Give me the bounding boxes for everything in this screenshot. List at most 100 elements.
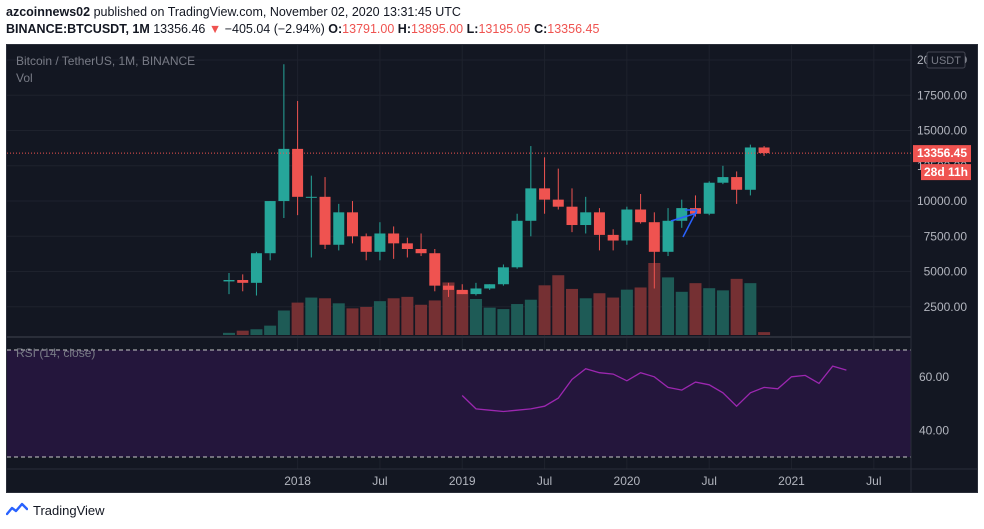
candle-body [511, 220, 523, 268]
candle [223, 272, 235, 295]
candle [717, 165, 729, 185]
candle-body [374, 233, 386, 252]
last-price: 13356.46 [153, 22, 206, 36]
currency-label: USDT [931, 55, 961, 67]
candle [484, 284, 496, 290]
volume-bar [538, 285, 551, 335]
candle [703, 181, 715, 216]
down-arrow-icon: ▼ [208, 22, 222, 36]
candle [525, 146, 537, 237]
candle [552, 168, 564, 210]
price-tick-label: 7500.00 [924, 229, 968, 243]
candle-body [607, 234, 619, 241]
rsi-label: RSI (14, close) [16, 346, 95, 360]
author-name[interactable]: azcoinnews02 [6, 5, 91, 19]
time-tick-label: 2021 [778, 474, 805, 488]
chart-title: Bitcoin / TetherUS, 1M, BINANCE [16, 54, 195, 68]
volume-bar [730, 278, 743, 335]
candle-body [648, 222, 660, 252]
candle-body [566, 206, 578, 226]
volume-bar [566, 288, 578, 335]
time-tick-label: 2020 [614, 474, 641, 488]
countdown-value: 28d 11h [924, 165, 968, 179]
low-label: L: [466, 22, 479, 36]
candle-body [484, 284, 496, 289]
volume-bar [579, 298, 592, 335]
candle [319, 177, 331, 249]
candle [744, 144, 756, 196]
footer[interactable]: TradingView [6, 502, 105, 518]
volume-bar [483, 307, 496, 335]
volume-bar [716, 290, 729, 335]
candle [648, 212, 660, 289]
candle-body [676, 208, 688, 221]
candle-body [333, 212, 345, 245]
volume-bar [497, 309, 510, 335]
candle [415, 233, 427, 257]
close-value: 13356.45 [547, 22, 600, 36]
candle-body [689, 208, 701, 214]
candle [593, 208, 605, 251]
candle-body [593, 212, 605, 235]
candle-body [703, 182, 715, 214]
price-tick-label: 2500.00 [924, 300, 968, 314]
price-tick-label: 5000.00 [924, 265, 968, 279]
volume-bar [703, 288, 716, 335]
high-label: H: [397, 22, 411, 36]
countdown-tag [921, 164, 971, 181]
candle-body [292, 148, 304, 197]
volume-bar [223, 332, 235, 335]
volume-bar [387, 298, 400, 335]
price-tag-value: 13356.45 [917, 146, 967, 160]
candle [360, 233, 372, 261]
candle [621, 206, 633, 245]
candle [607, 229, 619, 251]
volume-bar [456, 290, 469, 335]
candle [264, 201, 276, 261]
price-tick-label: 15000.00 [917, 124, 967, 138]
price-change: −405.04 (−2.94%) [224, 22, 325, 36]
volume-bar [469, 299, 482, 335]
volume-bar [634, 287, 647, 335]
candle-body [744, 147, 756, 190]
rsi-band [7, 350, 911, 457]
candle [429, 248, 441, 292]
candle [497, 264, 509, 286]
candle-body [758, 147, 770, 154]
time-tick-label: 2019 [449, 474, 476, 488]
footer-brand: TradingView [33, 502, 105, 518]
candle [443, 282, 455, 297]
volume-bar [250, 329, 263, 335]
candle-body [237, 280, 249, 283]
volume-bar [689, 283, 702, 335]
candle-body [552, 199, 564, 207]
price-tag [913, 145, 971, 163]
price-chart[interactable]: 2500.005000.007500.0010000.0012500.00150… [7, 45, 977, 492]
candle-body [662, 220, 674, 252]
currency-button[interactable] [926, 51, 966, 69]
candle-body [264, 201, 276, 254]
candle [388, 226, 400, 259]
volume-bar [332, 303, 345, 335]
rsi-line [461, 365, 847, 413]
candle [539, 157, 551, 214]
candle [456, 284, 468, 295]
trend-drawing[interactable] [670, 209, 698, 238]
candle-body [525, 188, 537, 221]
close-label: C: [534, 22, 548, 36]
chart-panel[interactable]: 2500.005000.007500.0010000.0012500.00150… [6, 44, 978, 493]
candle [374, 222, 386, 261]
time-tick-label: Jul [866, 474, 881, 488]
volume-bar [758, 332, 771, 335]
candle [758, 146, 770, 156]
candle [676, 199, 688, 228]
volume-bar [593, 293, 606, 335]
volume-bar [236, 330, 249, 335]
price-tick-label: 10000.00 [917, 194, 967, 208]
ohlc-line: BINANCE:BTCUSDT, 1M 13356.46 ▼ −405.04 (… [6, 22, 599, 36]
published-text: published on TradingView.com, November 0… [93, 5, 461, 19]
low-value: 13195.05 [478, 22, 531, 36]
candle-body [456, 289, 468, 295]
candle [346, 201, 358, 244]
rsi-tick-label: 40.00 [919, 423, 949, 437]
